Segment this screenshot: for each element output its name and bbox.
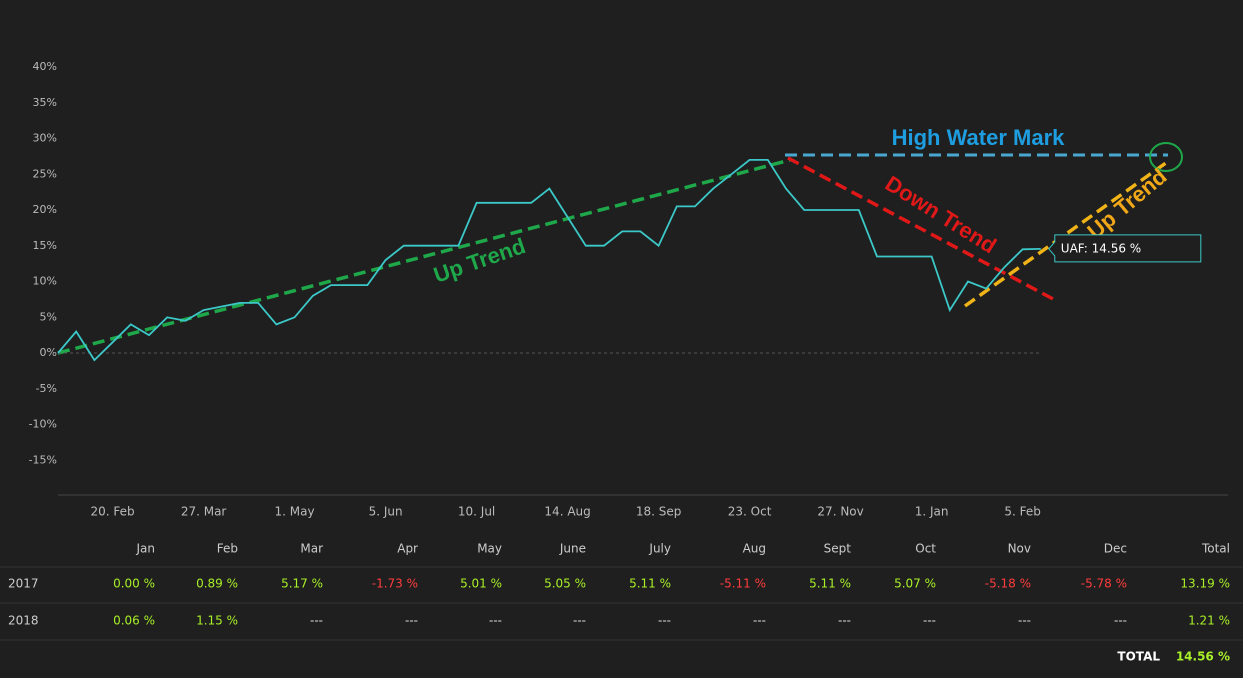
row-label: 2018 xyxy=(8,614,39,628)
total-label: TOTAL xyxy=(1117,650,1160,664)
x-tick-label: 5. Feb xyxy=(1004,505,1041,519)
y-tick-label: -10% xyxy=(29,418,57,431)
x-tick-label: 10. Jul xyxy=(458,505,495,519)
y-tick-label: 25% xyxy=(33,167,57,180)
y-tick-label: 30% xyxy=(33,132,57,145)
table-cell: --- xyxy=(573,614,586,628)
annotation: High Water Mark xyxy=(892,125,1066,150)
column-header: Feb xyxy=(217,542,238,556)
y-tick-label: 5% xyxy=(40,310,57,323)
column-header: Jan xyxy=(136,542,156,556)
table-cell: -1.73 % xyxy=(372,577,418,591)
x-tick-label: 23. Oct xyxy=(728,505,772,519)
table-cell: --- xyxy=(923,614,936,628)
trend-line xyxy=(787,156,1056,302)
table-cell: --- xyxy=(658,614,671,628)
column-header: June xyxy=(559,542,586,556)
row-label: 2017 xyxy=(8,577,39,591)
y-tick-label: -5% xyxy=(36,382,57,395)
trend-line xyxy=(963,158,1172,308)
data-line xyxy=(57,159,1041,362)
table-cell: --- xyxy=(1114,614,1127,628)
y-tick-label: 40% xyxy=(33,60,57,73)
table-cell: 13.19 % xyxy=(1180,577,1230,591)
table-cell: --- xyxy=(489,614,502,628)
table-cell: --- xyxy=(753,614,766,628)
table-cell: -5.18 % xyxy=(985,577,1031,591)
table-cell: --- xyxy=(310,614,323,628)
x-tick-label: 5. Jun xyxy=(369,505,403,519)
column-header: Nov xyxy=(1008,542,1031,556)
table-cell: 0.00 % xyxy=(113,577,155,591)
x-tick-label: 20. Feb xyxy=(91,505,135,519)
x-tick-label: 14. Aug xyxy=(544,505,590,519)
x-tick-label: 27. Mar xyxy=(181,505,227,519)
x-tick-label: 1. Jan xyxy=(915,505,949,519)
table-cell: 5.11 % xyxy=(629,577,671,591)
table-cell: 0.06 % xyxy=(113,614,155,628)
column-header: May xyxy=(477,542,502,556)
column-header: Oct xyxy=(915,542,936,556)
tooltip-text: UAF: 14.56 % xyxy=(1061,241,1141,255)
y-tick-label: 10% xyxy=(33,275,57,288)
column-header: Dec xyxy=(1104,542,1127,556)
table-cell: 5.17 % xyxy=(281,577,323,591)
x-tick-label: 27. Nov xyxy=(817,505,863,519)
target-circle xyxy=(1149,142,1183,172)
column-header: Apr xyxy=(397,542,418,556)
table-cell: --- xyxy=(405,614,418,628)
table-cell: 1.15 % xyxy=(196,614,238,628)
table-cell: --- xyxy=(838,614,851,628)
column-header: Total xyxy=(1201,542,1230,556)
table-cell: -5.78 % xyxy=(1081,577,1127,591)
column-header: Mar xyxy=(300,542,323,556)
table-cell: --- xyxy=(1018,614,1031,628)
column-header: Sept xyxy=(824,542,852,556)
table-cell: 5.05 % xyxy=(544,577,586,591)
table-cell: 0.89 % xyxy=(196,577,238,591)
y-tick-label: -15% xyxy=(29,453,57,466)
y-tick-label: 20% xyxy=(33,203,57,216)
x-tick-label: 18. Sep xyxy=(636,505,682,519)
table-cell: -5.11 % xyxy=(720,577,766,591)
table-cell: 1.21 % xyxy=(1188,614,1230,628)
y-tick-label: 0% xyxy=(40,346,57,359)
column-header: July xyxy=(648,542,671,556)
table-cell: 5.11 % xyxy=(809,577,851,591)
table-cell: 5.07 % xyxy=(894,577,936,591)
y-tick-label: 15% xyxy=(33,239,57,252)
total-value: 14.56 % xyxy=(1176,650,1230,664)
trend-line xyxy=(57,158,791,355)
y-tick-label: 35% xyxy=(33,96,57,109)
column-header: Aug xyxy=(743,542,766,556)
tooltip-box xyxy=(1048,234,1202,263)
table-cell: 5.01 % xyxy=(460,577,502,591)
x-tick-label: 1. May xyxy=(275,505,315,519)
